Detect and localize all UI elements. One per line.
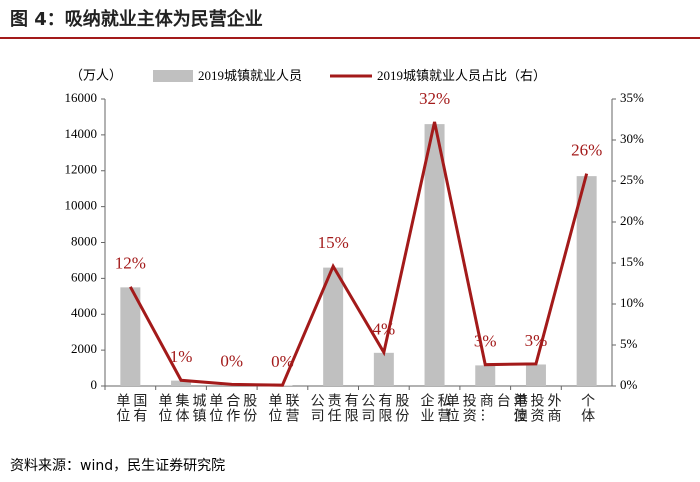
value-label: 15% (318, 233, 349, 252)
bar (171, 380, 192, 386)
legend-label: 2019城镇就业人员占比（右） (377, 68, 546, 83)
y2-tick-label: 10% (620, 295, 644, 310)
x-tick-label: 股份有限公司 (359, 393, 410, 423)
x-tick-label: 外商投资单位 (511, 393, 562, 423)
y-tick-label: 0 (91, 377, 98, 392)
x-tick-label: 城镇集体单位 (156, 393, 207, 423)
value-label: 0% (220, 351, 243, 370)
x-tick-label: 个体 (579, 393, 596, 423)
y-tick-label: 16000 (65, 90, 98, 105)
title: 图 4：吸纳就业主体为民营企业 (10, 8, 263, 30)
x-tick-label: 联营单位 (266, 393, 300, 423)
y-tick-label: 14000 (65, 126, 98, 141)
value-label: 26% (571, 141, 602, 160)
value-label: 1% (170, 347, 193, 366)
x-tick-label: 港澳台商…投资单位 (443, 393, 528, 423)
title-rule (0, 37, 700, 39)
x-tick-label: 国有单位 (114, 393, 148, 423)
bar (120, 287, 141, 386)
y2-tick-label: 0% (620, 377, 638, 392)
value-label: 4% (373, 319, 396, 338)
y2-tick-label: 5% (620, 336, 638, 351)
line (129, 121, 589, 387)
x-tick-label: 股份合作单位 (207, 393, 258, 423)
bar (475, 365, 496, 386)
x-tick-label: 有限责任公司 (308, 393, 359, 423)
legend-swatch (153, 70, 193, 82)
value-label: 0% (271, 352, 294, 371)
y2-tick-label: 30% (620, 131, 644, 146)
y2-tick-label: 25% (620, 172, 644, 187)
y2-tick-label: 20% (620, 213, 644, 228)
y-tick-label: 6000 (71, 269, 97, 284)
y-tick-label: 10000 (65, 198, 98, 213)
y2-tick-label: 15% (620, 254, 644, 269)
value-label: 32% (419, 89, 450, 108)
y-label: （万人） (70, 69, 122, 84)
legend-label: 2019城镇就业人员 (198, 68, 302, 83)
bar (323, 267, 344, 386)
value-label: 3% (474, 332, 497, 351)
y-tick-label: 12000 (65, 162, 98, 177)
value-label: 12% (115, 254, 146, 273)
bar (576, 176, 597, 386)
bar (373, 352, 394, 386)
y-tick-label: 2000 (71, 341, 97, 356)
y-tick-label: 8000 (71, 233, 97, 248)
y-tick-label: 4000 (71, 305, 97, 320)
bar (525, 364, 546, 386)
value-label: 3% (525, 331, 548, 350)
y2-tick-label: 35% (620, 90, 644, 105)
x-tick-label: 私营企业 (418, 393, 452, 423)
source: 资料来源：wind，民生证券研究院 (10, 458, 225, 474)
bar (424, 124, 445, 387)
